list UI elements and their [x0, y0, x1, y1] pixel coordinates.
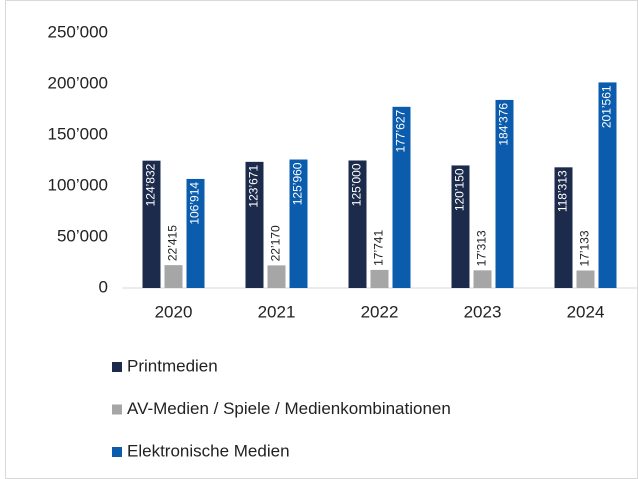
bar: [451, 165, 470, 288]
bar: [289, 159, 308, 288]
y-tick-label: 150’000: [47, 124, 108, 143]
y-tick-label: 250’000: [47, 22, 108, 41]
y-tick-label: 200’000: [47, 73, 108, 92]
value-label: 106’914: [188, 182, 202, 225]
x-tick-label: 2024: [567, 302, 605, 321]
legend-swatch: [112, 362, 122, 372]
value-label: 123’671: [247, 165, 261, 208]
y-tick-label: 0: [99, 277, 108, 296]
x-tick-label: 2021: [258, 302, 296, 321]
bar: [392, 106, 411, 288]
bar: [267, 265, 286, 288]
y-tick-label: 50’000: [57, 226, 108, 245]
bar: [554, 167, 573, 288]
value-label: 17’313: [475, 230, 489, 266]
bar: [348, 160, 367, 288]
value-label: 22’415: [166, 225, 180, 261]
bar: [370, 269, 389, 288]
x-tick-label: 2023: [464, 302, 502, 321]
value-label: 120’150: [453, 168, 467, 211]
bar: [142, 160, 161, 288]
bar: [495, 99, 514, 288]
legend-label: Printmedien: [127, 356, 218, 375]
value-label: 118’313: [556, 170, 570, 212]
bar: [598, 82, 617, 289]
value-label: 184’376: [497, 103, 511, 146]
bar: [164, 265, 183, 288]
bar: [576, 270, 595, 288]
legend-label: AV-Medien / Spiele / Medienkombinationen: [127, 399, 451, 418]
value-label: 22’170: [269, 225, 283, 261]
value-label: 177’627: [394, 110, 408, 153]
legend-label: Elektronische Medien: [127, 441, 290, 460]
value-label: 125’960: [291, 162, 305, 205]
value-label: 17’741: [372, 230, 386, 266]
x-tick-label: 2020: [155, 302, 193, 321]
x-tick-label: 2022: [361, 302, 399, 321]
bar: [186, 178, 205, 288]
value-label: 125’000: [350, 163, 364, 206]
value-label: 201’561: [600, 85, 614, 128]
legend-swatch: [112, 404, 122, 415]
bar: [245, 161, 264, 288]
legend-swatch: [112, 447, 122, 457]
chart-border: [5, 0, 638, 479]
y-tick-label: 100’000: [47, 175, 108, 194]
value-label: 17’133: [578, 230, 592, 266]
value-label: 124’832: [144, 163, 158, 206]
bar: [473, 270, 492, 288]
